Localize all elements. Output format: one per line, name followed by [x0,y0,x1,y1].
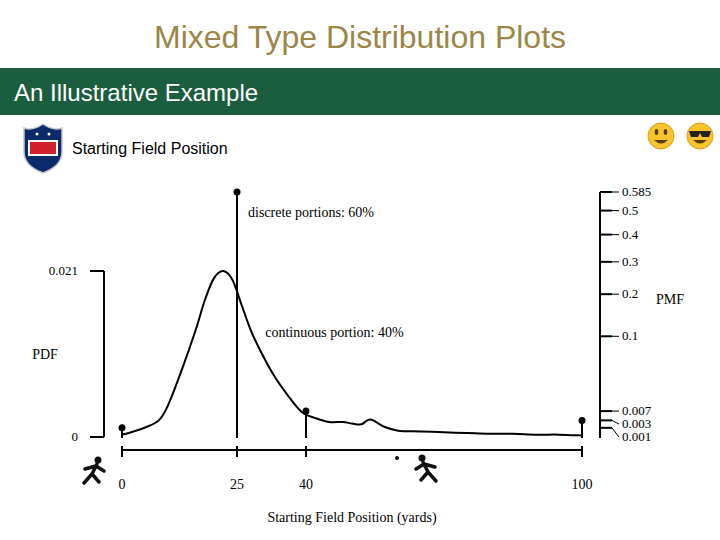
x-axis-line [122,449,582,451]
y2-tick [600,234,612,236]
pdf-curve [122,271,582,435]
y2-tick-leader [612,234,619,235]
plot-area [119,189,586,439]
y-axis-line [103,271,105,437]
y2-tick-label: 0.4 [622,227,639,242]
y2-tick-leader [612,192,619,193]
y-tick-label: 0.021 [49,263,78,278]
y2-tick-leader [612,210,619,211]
x-axis-title: Starting Field Position (yards) [267,510,437,526]
face [648,123,674,149]
logo-star [48,133,51,136]
y-tick-label: 0 [72,429,79,444]
y-tick [90,436,104,438]
y2-axis-title: PMF [656,292,684,307]
spike-marker [579,417,586,424]
sunglasses [689,131,711,137]
y-axis-title: PDF [32,347,58,362]
x-tick [121,446,123,457]
spike-line [305,411,307,438]
eye [664,129,668,135]
x-tick-label: 25 [230,477,244,492]
pmf-spike [579,417,586,438]
x-tick-label: 40 [299,477,313,492]
y2-tick-label: 0.3 [622,254,638,269]
y-tick [90,270,104,272]
y2-tick [600,335,612,337]
subtitle: Starting Field Position [72,140,228,157]
y2-tick [600,410,612,412]
x-tick [581,446,583,457]
x-tick-label: 0 [119,477,126,492]
spike-line [236,192,238,438]
spike-marker [303,408,310,415]
banner [0,68,720,115]
emoji-face [687,123,713,149]
logo-shield [24,124,62,173]
y2-tick-label: 0.5 [622,203,638,218]
player-icon [416,455,436,482]
y2-tick-leader [612,261,619,262]
ball-icon [395,456,399,460]
pmf-spike [303,408,310,438]
logo-band [28,140,58,156]
x-tick-label: 100 [572,477,593,492]
player-icon [84,457,104,484]
annotation: continuous portion: 40% [265,325,404,340]
pmf-spike [234,189,241,439]
y2-axis-line [599,192,601,438]
x-tick [305,446,307,457]
x-axis: 0 25 40 100 Starting Field Position (yards) [119,446,593,526]
y2-axis: 0.5850.50.40.30.20.10.0070.0030.001PMF [600,184,684,444]
y2-tick-leader [612,428,619,437]
emoji-face [648,123,674,149]
y2-tick-leader [612,336,619,337]
y2-tick [600,210,612,212]
x-tick [236,446,238,457]
eye [655,129,659,135]
slide: Mixed Type Distribution Plots An Illustra… [0,0,720,540]
banner-text: An Illustrative Example [14,79,258,106]
annotations: discrete portions: 60% continuous portion… [248,205,404,340]
y2-tick-label: 0.2 [622,286,638,301]
y2-tick-label: 0.585 [622,184,651,199]
spike-marker [119,424,126,431]
logo-mark [30,142,56,154]
y2-tick-leader [612,420,619,424]
slide-title: Mixed Type Distribution Plots [154,19,566,55]
mouth [693,140,707,144]
background [0,0,720,540]
y2-tick [600,261,612,263]
y2-tick [600,427,612,429]
y2-tick-label: 0.1 [622,328,638,343]
y2-tick-leader [612,294,619,295]
logo-star [36,133,39,136]
spike-marker [234,189,241,196]
y2-tick [600,191,612,193]
y-axis: 0 0.021 PDF [32,263,104,444]
pmf-spike [119,424,126,438]
logo [24,124,62,173]
annotation: discrete portions: 60% [248,205,374,220]
y2-tick [600,293,612,295]
y2-tick [600,419,612,421]
y2-tick-label: 0.001 [622,429,651,444]
mouth [654,140,668,144]
y2-tick-leader [612,411,619,412]
face [687,123,713,149]
